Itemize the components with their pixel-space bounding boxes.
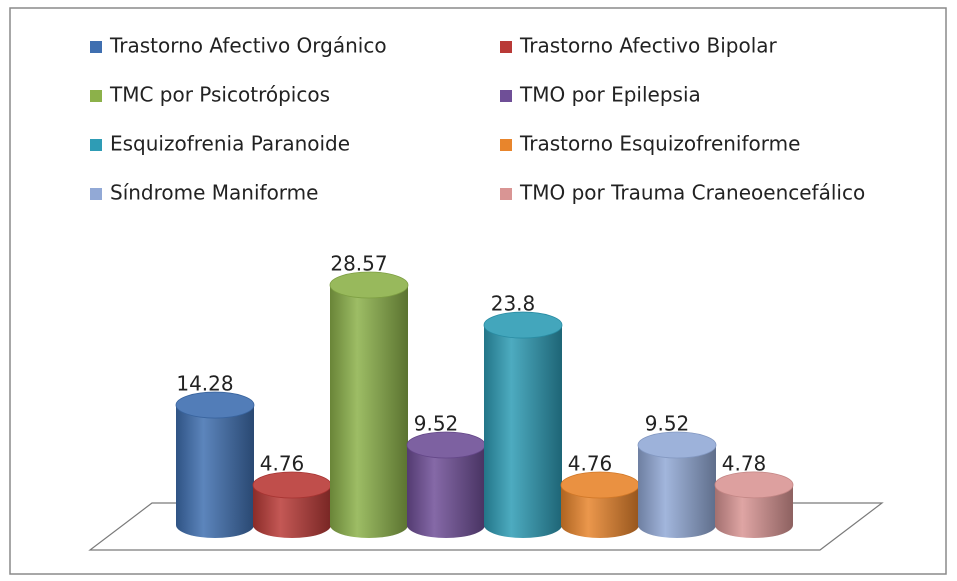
legend-swatch [90, 41, 102, 53]
legend-label: TMC por Psicotrópicos [109, 83, 330, 107]
legend-label: Síndrome Maniforme [110, 181, 318, 205]
bar-top [560, 471, 640, 499]
legend-swatch [500, 41, 512, 53]
data-label: 4.78 [722, 451, 767, 475]
legend-swatch [90, 139, 102, 151]
data-label: 14.28 [176, 372, 233, 396]
bar [561, 485, 639, 538]
bar [407, 445, 485, 538]
bar-top [714, 471, 794, 499]
data-label: 9.52 [414, 412, 459, 436]
legend-label: Trastorno Esquizofreniforme [519, 132, 800, 156]
legend-swatch [500, 139, 512, 151]
legend-label: TMO por Epilepsia [519, 83, 701, 107]
data-label: 28.57 [330, 252, 387, 276]
legend-swatch [500, 90, 512, 102]
bar-top [329, 271, 409, 299]
bar-top [637, 431, 717, 459]
bar [176, 405, 254, 538]
bar [715, 484, 793, 538]
bar-top [406, 431, 486, 459]
legend-swatch [90, 90, 102, 102]
legend-swatch [90, 188, 102, 200]
bar-top [175, 391, 255, 419]
bar [330, 285, 408, 538]
data-label: 4.76 [260, 452, 305, 476]
bar [253, 485, 331, 538]
legend-label: TMO por Trauma Craneoencefálico [519, 181, 865, 205]
legend-label: Esquizofrenia Paranoide [110, 132, 350, 156]
bar-top [252, 471, 332, 499]
bar [484, 325, 562, 538]
data-label: 23.8 [491, 292, 536, 316]
bar-top [483, 311, 563, 339]
legend-swatch [500, 188, 512, 200]
data-label: 9.52 [645, 412, 690, 436]
legend-label: Trastorno Afectivo Orgánico [109, 34, 387, 58]
legend-label: Trastorno Afectivo Bipolar [519, 34, 778, 58]
bar [638, 445, 716, 538]
data-label: 4.76 [568, 452, 613, 476]
